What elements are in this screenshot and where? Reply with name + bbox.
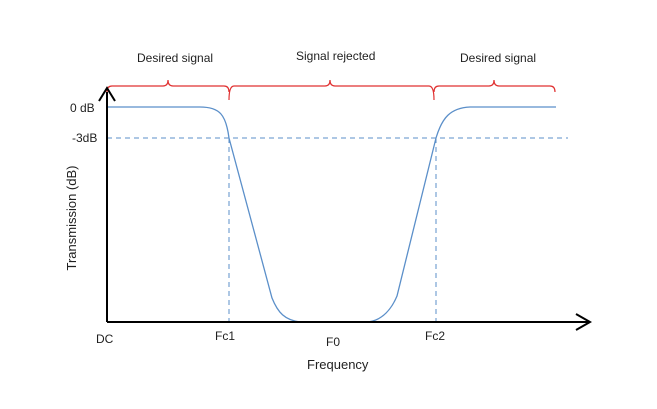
- x-axis-arrowhead: [575, 313, 593, 331]
- region-label-right: Desired signal: [460, 51, 537, 65]
- y-tick-minus-3db: -3dB: [72, 131, 98, 145]
- y-tick-0db: 0 dB: [70, 101, 95, 115]
- brace-left: [106, 79, 230, 93]
- brace-right: [433, 79, 556, 93]
- region-label-left: Desired signal: [137, 51, 214, 65]
- y-axis-title: Transmission (dB): [64, 165, 79, 271]
- y-axis-arrowhead: [98, 86, 116, 102]
- x-tick-fc2: Fc2: [425, 329, 446, 343]
- x-tick-fc1: Fc1: [215, 329, 236, 343]
- x-tick-dc: DC: [96, 332, 114, 346]
- transmission-curve: [107, 106, 556, 323]
- brace-middle: [228, 79, 435, 101]
- x-tick-f0: F0: [326, 335, 341, 349]
- region-label-middle: Signal rejected: [296, 49, 376, 63]
- x-axis-title: Frequency: [307, 357, 369, 372]
